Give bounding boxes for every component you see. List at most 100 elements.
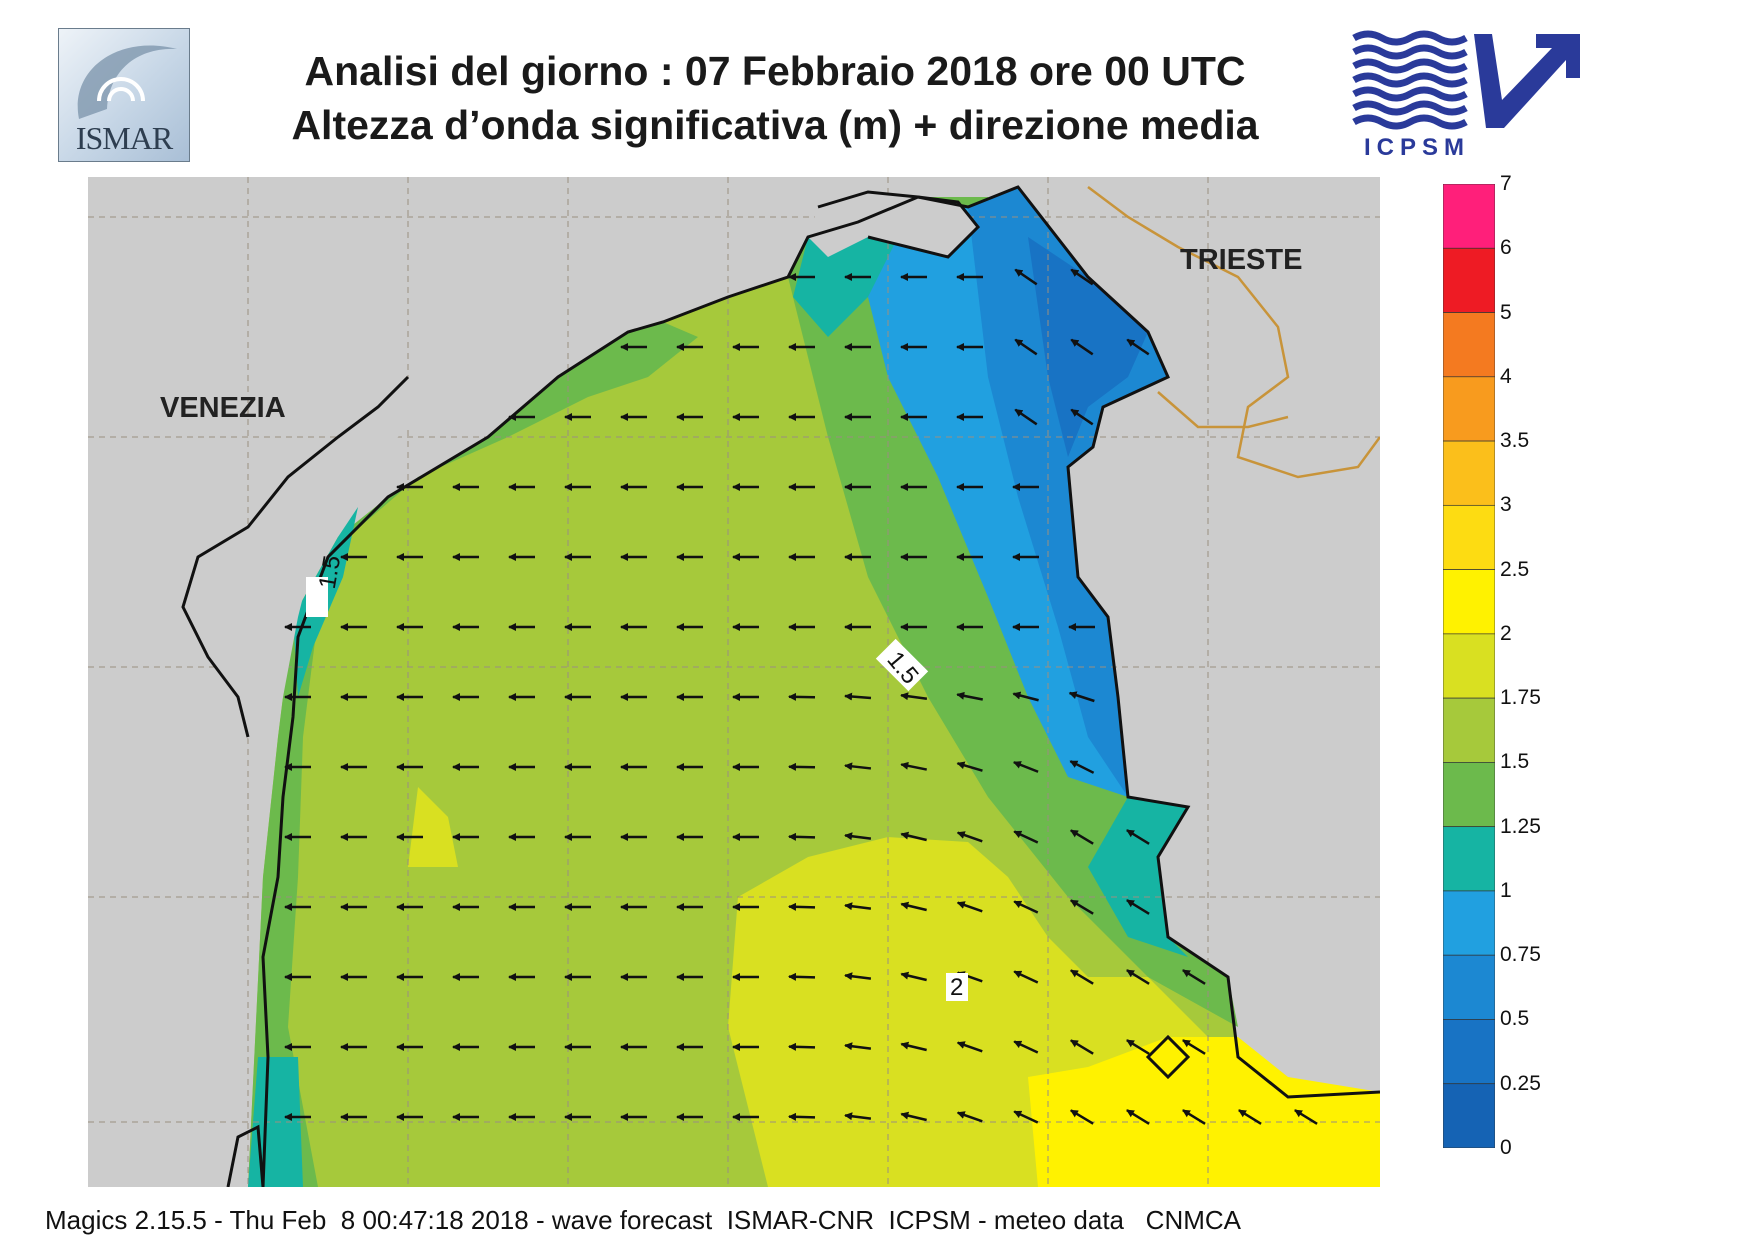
wave-arrow (900, 831, 927, 842)
contour-label-south: 2 (946, 973, 968, 1001)
wave-arrow (1126, 899, 1150, 915)
city-label-trieste: TRIESTE (1180, 244, 1302, 276)
ismar-logo-text: ISMAR (75, 120, 173, 156)
colorbar-label: 1.5 (1500, 750, 1530, 774)
wave-arrow (900, 692, 928, 701)
colorbar-swatch (1443, 1083, 1495, 1148)
colorbar-label: 6 (1500, 236, 1512, 260)
colorbar-swatch (1443, 954, 1495, 1020)
wave-arrow (1014, 338, 1038, 356)
wave-arrow (956, 831, 983, 843)
wave-arrow (788, 1042, 816, 1051)
colorbar-swatch (1443, 440, 1495, 506)
colorbar-label: 0 (1500, 1136, 1512, 1159)
title-line-1: Analisi del giorno : 07 Febbraio 2018 or… (304, 48, 1246, 94)
colorbar-label: 5 (1500, 300, 1512, 324)
wave-arrow (1069, 899, 1094, 915)
wave-arrow (788, 1112, 816, 1121)
wave-arrow (1294, 1109, 1318, 1125)
wave-arrow (844, 1112, 872, 1121)
wave-arrow (788, 762, 816, 771)
band-2 (1028, 1037, 1380, 1187)
wave-arrow (956, 761, 983, 772)
wave-arrow (1069, 829, 1094, 845)
wave-arrow (1012, 761, 1039, 773)
footer-text: Magics 2.15.5 - Thu Feb 8 00:47:18 2018 … (45, 1205, 1241, 1235)
wave-arrow (1013, 900, 1039, 914)
colorbar (1443, 184, 1495, 1148)
colorbar-swatch (1443, 184, 1495, 249)
icpsm-logo-icon (1352, 30, 1580, 130)
wave-arrow (1069, 969, 1094, 985)
wave-arrow (956, 1041, 983, 1053)
wave-arrow (844, 832, 872, 841)
wave-arrow (844, 972, 872, 981)
wave-arrow (1182, 1109, 1206, 1125)
wave-arrow (1069, 760, 1095, 774)
wave-arrow (1014, 268, 1038, 286)
wave-arrow (1126, 829, 1150, 845)
icpsm-logo-text: ICPSM (1363, 134, 1470, 161)
wave-arrow (900, 1111, 927, 1122)
colorbar-swatch (1443, 697, 1495, 763)
wave-arrow (900, 901, 927, 912)
colorbar-swatch (1443, 504, 1495, 570)
wave-arrow (900, 761, 927, 771)
wave-arrow (956, 1111, 983, 1123)
wave-arrow (1013, 830, 1039, 844)
wave-arrow (1126, 1039, 1150, 1055)
colorbar-label: 7 (1500, 172, 1512, 195)
lat-lon-grid (88, 177, 1380, 1187)
wave-arrow (1070, 408, 1094, 426)
border-line (1087, 186, 1380, 479)
colorbar-label: 1.25 (1500, 814, 1541, 838)
wave-arrow (1012, 691, 1039, 702)
wave-arrow (844, 1042, 872, 1051)
colorbar-label: 0.5 (1500, 1007, 1530, 1031)
wave-arrow (1070, 338, 1094, 356)
colorbar-swatch (1443, 826, 1495, 892)
wave-arrow (1068, 691, 1095, 703)
wave-arrow (900, 1041, 927, 1052)
contour-label-west: 1.5 (306, 553, 346, 617)
colorbar-swatch (1443, 633, 1495, 699)
colorbar-swatch (1443, 762, 1495, 828)
wave-arrow (1126, 338, 1150, 356)
ismar-logo: ISMAR (58, 28, 190, 162)
wave-arrow (1013, 1040, 1039, 1054)
colorbar-label: 1 (1500, 878, 1512, 902)
wave-arrow (1126, 969, 1150, 985)
wave-arrow (1069, 1109, 1094, 1125)
colorbar-swatch (1443, 376, 1495, 442)
svg-text:1.5: 1.5 (314, 553, 346, 591)
wave-arrow (1182, 1039, 1206, 1055)
ismar-logo-swirl-icon (77, 45, 177, 119)
wave-arrow (788, 972, 816, 981)
wave-arrow (844, 692, 872, 701)
colorbar-swatch (1443, 312, 1495, 378)
colorbar-swatch (1443, 247, 1495, 313)
wave-arrow (844, 762, 872, 771)
wave-arrow (900, 971, 927, 982)
colorbar-swatch (1443, 569, 1495, 635)
wave-arrow (844, 902, 872, 911)
svg-text:2: 2 (950, 974, 963, 1001)
colorbar-label: 1.75 (1500, 686, 1541, 710)
colorbar-label: 2 (1500, 621, 1512, 645)
wave-arrow (788, 902, 816, 911)
wave-arrow (956, 901, 983, 913)
colorbar-label: 3 (1500, 493, 1512, 517)
wave-arrow (956, 691, 983, 701)
wave-arrow (1238, 1109, 1262, 1125)
wave-arrow (1014, 408, 1038, 426)
colorbar-label: 0.25 (1500, 1071, 1541, 1095)
wave-arrow (1126, 1109, 1150, 1125)
colorbar-label: 4 (1500, 364, 1512, 388)
wave-arrow (1070, 268, 1094, 286)
coastline (181, 185, 1380, 1187)
city-label-venezia: VENEZIA (160, 392, 286, 424)
wave-arrow (1013, 970, 1039, 984)
colorbar-label: 0.75 (1500, 943, 1541, 967)
colorbar-swatch (1443, 890, 1495, 956)
wave-direction-arrows (284, 268, 1318, 1125)
